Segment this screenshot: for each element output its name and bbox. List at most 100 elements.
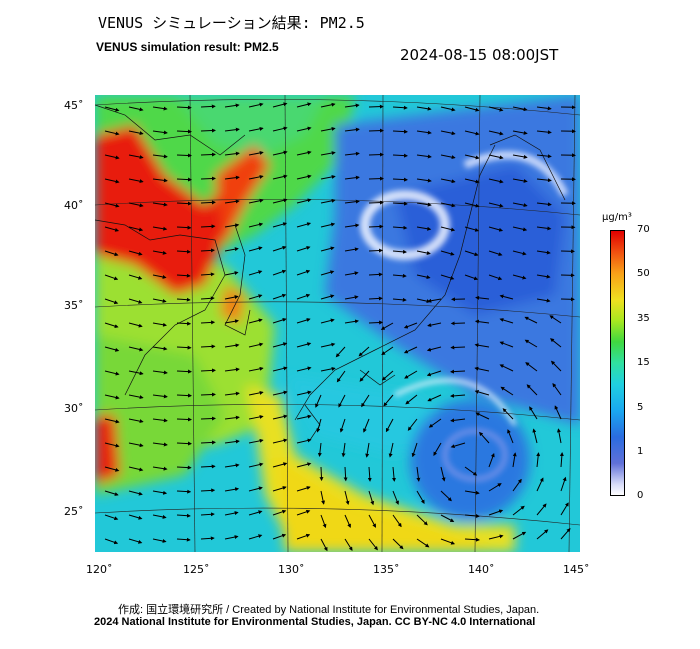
- wind-arrow: [488, 274, 503, 281]
- wind-arrow: [200, 152, 216, 157]
- wind-arrow: [344, 319, 359, 324]
- wind-arrow: [359, 370, 370, 382]
- wind-arrow: [368, 200, 384, 205]
- wind-arrow: [512, 130, 528, 135]
- wind-arrow: [248, 294, 263, 300]
- wind-arrow: [512, 274, 527, 280]
- wind-arrow: [536, 130, 552, 135]
- wind-arrow: [416, 490, 425, 504]
- wind-arrow: [152, 418, 168, 423]
- wind-arrow: [128, 346, 144, 352]
- colorbar: [610, 230, 625, 496]
- colorbar-tick-50: 50: [637, 268, 650, 279]
- wind-arrow: [128, 466, 144, 472]
- lat-label-25: 25˚: [64, 505, 84, 518]
- wind-arrow: [341, 442, 346, 458]
- wind-arrow: [440, 178, 456, 184]
- wind-arrow: [296, 269, 311, 276]
- wind-arrow: [320, 151, 336, 156]
- wind-arrow: [224, 487, 240, 492]
- colorbar-tick-15: 15: [637, 357, 650, 368]
- wind-arrow: [296, 246, 311, 252]
- wind-arrow: [499, 318, 514, 324]
- wind-arrow: [176, 489, 192, 494]
- wind-arrow: [560, 476, 567, 492]
- wind-arrow: [499, 341, 514, 348]
- wind-arrow: [248, 510, 263, 516]
- wind-arrow: [368, 490, 375, 506]
- wind-arrow: [320, 198, 336, 204]
- wind-arrow: [416, 226, 432, 231]
- wind-arrow: [152, 346, 168, 351]
- wind-arrow: [104, 466, 120, 472]
- wind-arrow: [368, 272, 383, 277]
- wind-arrow: [416, 250, 431, 255]
- wind-arrow: [128, 370, 144, 376]
- wind-arrow: [176, 297, 191, 302]
- wind-arrow: [416, 202, 432, 207]
- wind-arrow: [488, 452, 495, 468]
- wind-arrow: [296, 150, 312, 156]
- wind-arrow: [152, 370, 168, 375]
- wind-arrow: [248, 414, 264, 420]
- wind-arrow: [224, 367, 240, 372]
- wind-arrow: [344, 514, 351, 529]
- wind-arrow: [550, 360, 562, 372]
- wind-arrow: [416, 274, 431, 280]
- wind-arrow: [104, 346, 120, 352]
- wind-arrow: [200, 320, 216, 325]
- wind-arrow: [320, 102, 336, 108]
- wind-arrow: [224, 535, 239, 540]
- wind-arrow: [272, 198, 288, 204]
- wind-arrow: [440, 514, 455, 522]
- wind-arrow: [200, 224, 216, 229]
- wind-arrow: [272, 390, 288, 396]
- wind-arrow: [512, 226, 528, 232]
- wind-arrow: [176, 153, 192, 158]
- wind-arrow: [559, 452, 564, 468]
- wind-arrow: [104, 394, 120, 400]
- forecast-timestamp: 2024-08-15 08:00JST: [400, 46, 559, 64]
- wind-arrow: [499, 364, 514, 372]
- wind-arrow: [368, 224, 384, 229]
- wind-arrow: [344, 151, 360, 156]
- wind-arrow: [272, 438, 288, 444]
- wind-arrow: [426, 346, 442, 352]
- wind-arrow: [440, 226, 456, 232]
- lon-label-145: 145˚: [563, 563, 590, 576]
- wind-arrow: [272, 222, 288, 228]
- wind-arrow: [200, 512, 215, 517]
- graticule: [95, 95, 580, 552]
- wind-arrow: [224, 175, 240, 180]
- wind-arrow: [488, 130, 504, 136]
- wind-arrow: [392, 249, 407, 254]
- wind-arrow: [488, 534, 504, 540]
- colorbar-tick-1: 1: [637, 446, 644, 457]
- wind-arrow: [296, 318, 311, 324]
- wind-arrow: [464, 514, 480, 519]
- wind-arrow: [224, 223, 240, 228]
- wind-arrow: [224, 319, 239, 324]
- wind-arrow: [464, 250, 479, 257]
- wind-arrow: [365, 442, 370, 458]
- wind-arrow: [200, 296, 215, 301]
- wind-arrow: [549, 315, 562, 324]
- wind-arrow: [488, 178, 504, 184]
- wind-arrow: [407, 418, 418, 431]
- wind-arrow: [128, 442, 144, 448]
- wind-arrow: [344, 271, 359, 276]
- wind-arrow: [104, 130, 120, 136]
- wind-arrow: [128, 130, 144, 136]
- wind-arrow: [475, 412, 490, 420]
- wind-arrow: [320, 366, 336, 372]
- wind-arrow: [464, 274, 479, 281]
- wind-arrow: [344, 538, 353, 551]
- wind-arrow: [450, 369, 466, 374]
- wind-arrow: [296, 174, 312, 180]
- wind-arrow: [532, 428, 538, 444]
- lon-label-130: 130˚: [278, 563, 305, 576]
- wind-arrow: [152, 226, 168, 231]
- wind-arrow: [525, 362, 538, 372]
- wind-arrow: [344, 295, 359, 300]
- wind-arrow: [560, 528, 571, 540]
